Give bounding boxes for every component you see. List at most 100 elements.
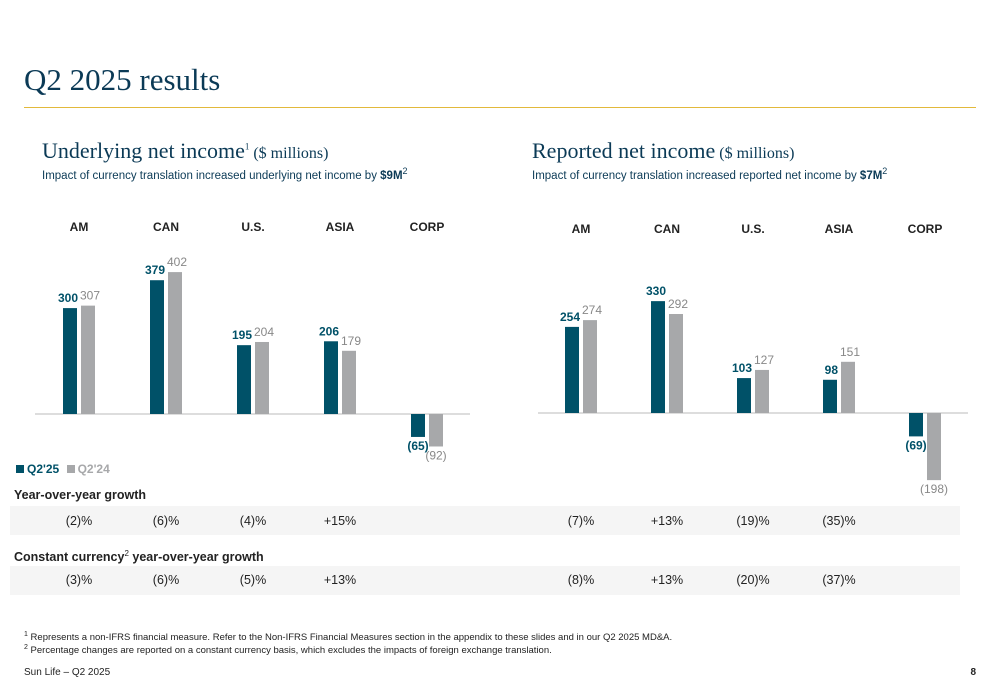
right-chart-subtitle: Impact of currency translation increased…	[532, 166, 887, 182]
reported-category-corp: CORP	[908, 222, 943, 236]
page-title: Q2 2025 results	[24, 62, 221, 97]
cc-growth-footnote: 2	[124, 549, 129, 558]
right-chart-title-text: Reported net income	[532, 138, 716, 163]
yoy-growth-band	[10, 506, 960, 535]
reported-bar-q2-24-can	[669, 314, 683, 413]
left-chart-subtitle-footnote: 2	[402, 166, 408, 176]
chart-legend: Q2'25 Q2'24	[16, 462, 110, 476]
reported-bar-q2-25-asia	[823, 379, 837, 413]
reported-bar-q2-25-am	[565, 326, 579, 413]
legend-previous-swatch	[66, 465, 75, 473]
reported-bar-q2-25-can	[651, 301, 665, 413]
reported-category-asia: ASIA	[825, 222, 854, 236]
legend-previous-label: Q2'24	[77, 462, 110, 476]
underlying-category-corp: CORP	[410, 220, 445, 234]
underlying-label-q2-24-asia: 179	[341, 334, 361, 348]
cc-growth-label: Constant currency2 year-over-year growth	[14, 549, 264, 564]
right-chart-title-unit: ($ millions)	[715, 145, 795, 162]
underlying-cc-growth-am: (3)%	[65, 573, 93, 587]
reported-label-q2-25-am: 254	[560, 310, 580, 324]
footnote-1: 1 Represents a non-IFRS financial measur…	[24, 631, 672, 643]
underlying-category-can: CAN	[153, 220, 179, 234]
right-chart-subtitle-footnote: 2	[882, 166, 888, 176]
underlying-cc-growth-asia: +13%	[323, 573, 357, 587]
reported-cc-growth-asia: (37)%	[822, 573, 856, 587]
underlying-bar-q2-25-asia	[324, 341, 338, 414]
underlying-category-asia: ASIA	[326, 220, 355, 234]
reported-category-us: U.S.	[741, 222, 764, 236]
reported-yoy-growth-us: (19)%	[736, 514, 770, 528]
reported-yoy-growth-asia: (35)%	[822, 514, 856, 528]
reported-yoy-growth-can: +13%	[650, 514, 684, 528]
underlying-yoy-growth-can: (6)%	[152, 514, 180, 528]
reported-bar-q2-24-asia	[841, 361, 855, 413]
underlying-label-q2-25-asia: 206	[319, 324, 339, 338]
left-chart-subtitle-amount: $9M	[380, 169, 403, 182]
reported-label-q2-25-asia: 98	[825, 363, 839, 377]
left-chart-subtitle-text: Impact of currency translation increased…	[42, 169, 381, 182]
underlying-label-q2-25-corp: (65)	[407, 439, 428, 453]
underlying-cc-growth-us: (5)%	[239, 573, 267, 587]
title-divider	[24, 107, 976, 108]
reported-label-q2-24-us: 127	[754, 353, 774, 367]
reported-label-q2-24-corp: (198)	[920, 482, 948, 496]
reported-cc-growth-can: +13%	[650, 573, 684, 587]
cc-growth-label-rest: year-over-year growth	[128, 550, 264, 565]
footnote-2-marker: 2	[24, 644, 28, 651]
footnote-1-marker: 1	[24, 631, 28, 638]
underlying-bar-q2-25-corp	[411, 414, 425, 437]
underlying-bar-q2-24-corp	[429, 414, 443, 447]
reported-bar-q2-25-us	[737, 378, 751, 413]
reported-category-can: CAN	[654, 222, 680, 236]
underlying-yoy-growth-am: (2)%	[65, 514, 93, 528]
reported-label-q2-25-us: 103	[732, 361, 752, 375]
footnote-2-text: Percentage changes are reported on a con…	[27, 645, 552, 657]
underlying-label-q2-25-can: 379	[145, 263, 165, 277]
left-chart-title-unit: ($ millions)	[249, 145, 329, 162]
right-chart-subtitle-amount: $7M	[859, 169, 883, 182]
left-chart-title: Underlying net income1 ($ millions)	[42, 138, 328, 164]
reported-label-q2-24-can: 292	[668, 297, 688, 311]
reported-label-q2-25-corp: (69)	[905, 438, 926, 452]
reported-bar-q2-24-corp	[927, 413, 941, 481]
underlying-bar-q2-24-us	[255, 341, 269, 414]
underlying-label-q2-24-corp: (92)	[425, 448, 446, 462]
underlying-label-q2-25-am: 300	[58, 291, 78, 305]
underlying-category-am: AM	[70, 220, 89, 234]
left-chart-subtitle: Impact of currency translation increased…	[42, 166, 408, 182]
underlying-cc-growth-can: (6)%	[152, 573, 180, 587]
reported-cc-growth-am: (8)%	[567, 573, 595, 587]
underlying-bar-q2-25-us	[237, 345, 251, 414]
reported-label-q2-24-am: 274	[582, 303, 602, 317]
underlying-bar-q2-25-can	[150, 280, 164, 414]
underlying-bar-q2-24-asia	[342, 350, 356, 414]
underlying-category-us: U.S.	[241, 220, 264, 234]
footnote-2: 2 Percentage changes are reported on a c…	[24, 644, 552, 656]
cc-growth-label-text: Constant currency	[14, 550, 125, 565]
cc-growth-band	[10, 566, 960, 595]
underlying-label-q2-24-can: 402	[167, 255, 187, 269]
reported-bar-q2-24-us	[755, 369, 769, 413]
right-chart-subtitle-text: Impact of currency translation increased…	[532, 169, 860, 182]
page-number: 8	[970, 667, 976, 678]
reported-bar-q2-25-corp	[909, 413, 923, 437]
reported-category-am: AM	[572, 222, 591, 236]
underlying-label-q2-24-am: 307	[80, 289, 100, 303]
legend-current-label: Q2'25	[27, 462, 60, 476]
left-chart-title-text: Underlying net income	[42, 138, 245, 163]
underlying-bar-q2-24-am	[81, 305, 95, 414]
legend-current-swatch	[16, 465, 24, 473]
underlying-bar-q2-24-can	[168, 272, 182, 414]
underlying-yoy-growth-us: (4)%	[239, 514, 267, 528]
footnote-1-text: Represents a non-IFRS financial measure.…	[27, 632, 673, 644]
reported-bar-q2-24-am	[583, 320, 597, 413]
reported-label-q2-24-asia: 151	[840, 345, 860, 359]
right-chart-title: Reported net income ($ millions)	[532, 138, 794, 164]
underlying-label-q2-25-us: 195	[232, 328, 252, 342]
left-chart-title-footnote: 1	[244, 141, 250, 152]
yoy-growth-label: Year-over-year growth	[14, 488, 146, 502]
underlying-bar-q2-25-am	[63, 308, 77, 414]
reported-cc-growth-us: (20)%	[736, 573, 770, 587]
reported-label-q2-25-can: 330	[646, 284, 666, 298]
